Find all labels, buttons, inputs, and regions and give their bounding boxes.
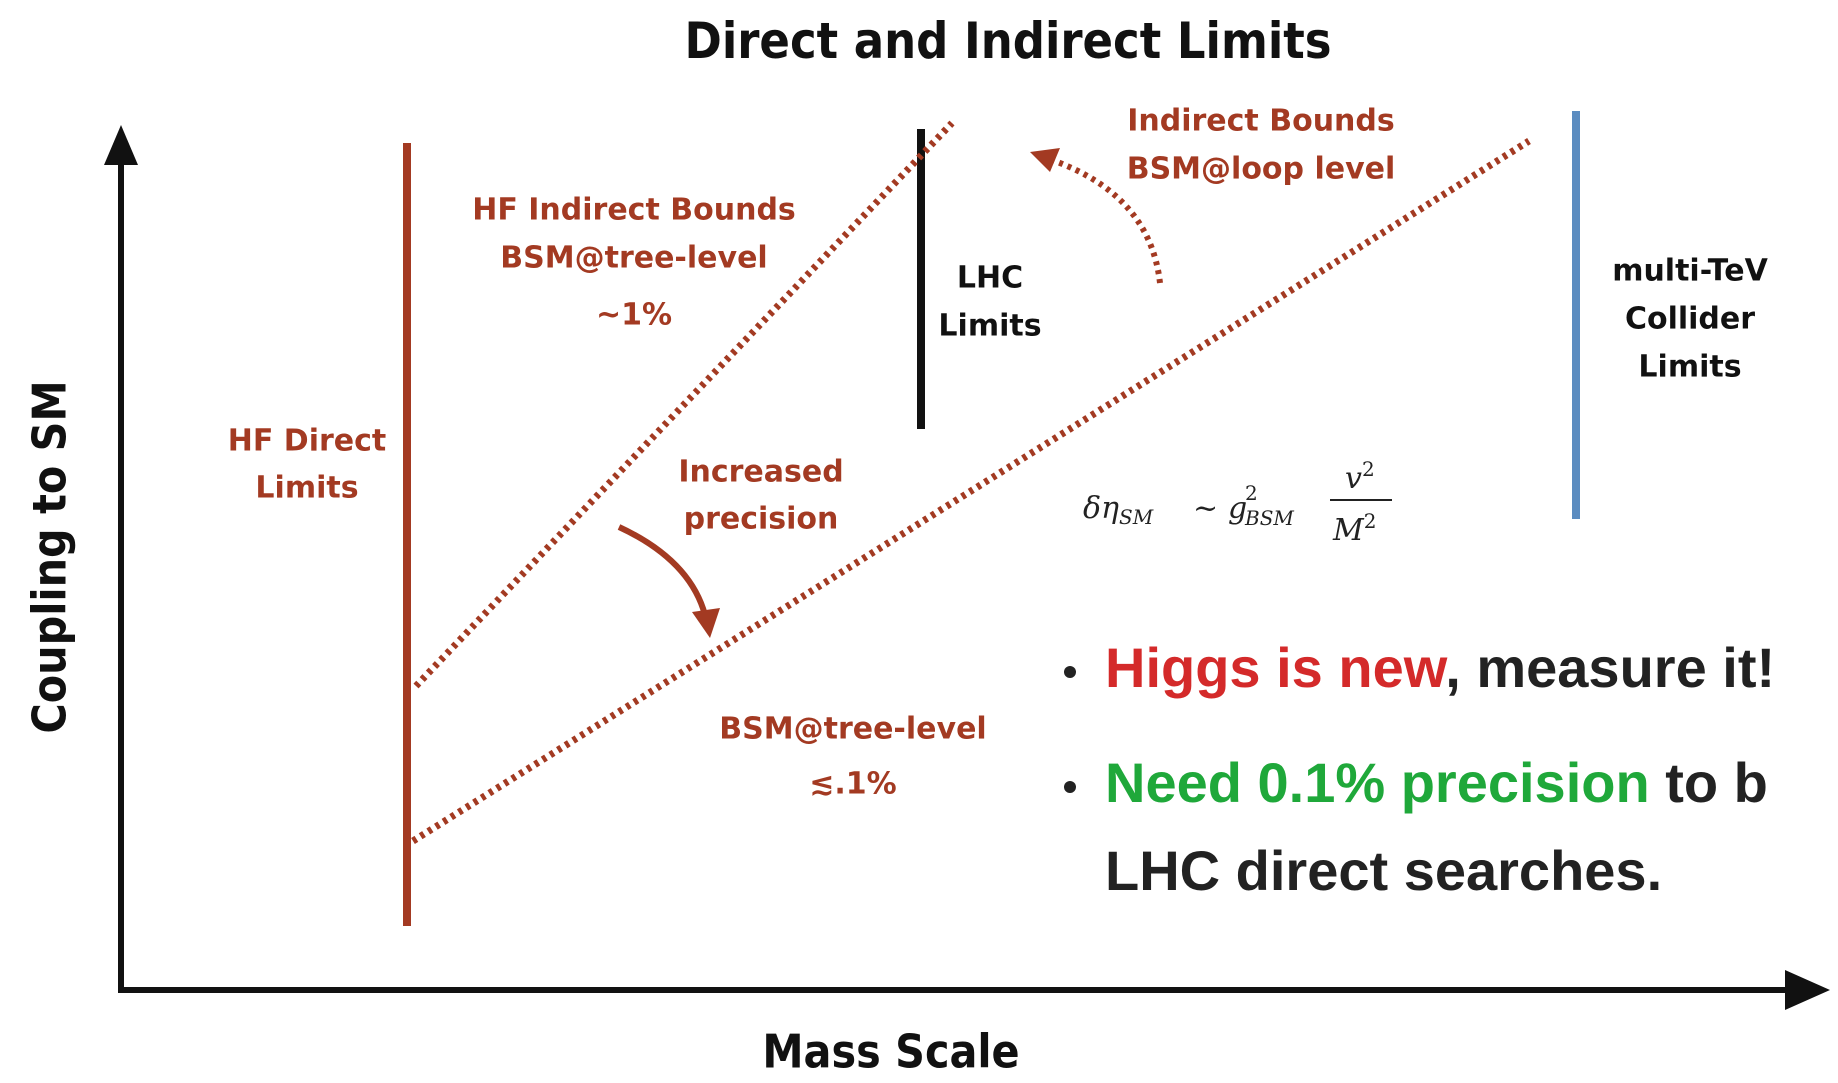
tree-bound-line-low bbox=[411, 138, 1531, 844]
label: ≲.1% bbox=[809, 767, 896, 802]
label: BSM@tree-level bbox=[500, 241, 767, 276]
bullet-dot bbox=[1064, 666, 1076, 678]
bullet-line2: LHC direct searches. bbox=[1105, 839, 1662, 902]
bullet: Need 0.1% precision to b bbox=[1105, 751, 1768, 814]
formula-lhs: δηSM bbox=[1083, 491, 1154, 529]
formula: δηSM ~ g 2 BSM v2 M2 bbox=[1083, 457, 1392, 548]
y-axis-label: Coupling to SM bbox=[23, 380, 77, 733]
bullet: Higgs is new, measure it! bbox=[1105, 636, 1775, 699]
precision-arrow bbox=[617, 524, 708, 616]
label: Limits bbox=[255, 471, 358, 506]
formula-num: v2 bbox=[1345, 457, 1375, 496]
formula-g-sup: 2 bbox=[1245, 481, 1258, 505]
label: BSM@loop level bbox=[1127, 152, 1396, 187]
label: HF Direct bbox=[228, 424, 387, 459]
y-arrow bbox=[104, 125, 138, 165]
label: Collider bbox=[1625, 302, 1755, 337]
x-arrow bbox=[1785, 970, 1830, 1010]
label: Indirect Bounds bbox=[1127, 104, 1395, 139]
formula-g: g bbox=[1228, 491, 1247, 526]
tree-bound-line bbox=[413, 120, 955, 689]
label: Increased bbox=[678, 455, 843, 490]
formula-g-sub: BSM bbox=[1244, 506, 1294, 530]
label: Limits bbox=[1638, 350, 1741, 385]
label: ~1% bbox=[596, 298, 672, 333]
loop-arrow bbox=[1050, 157, 1163, 284]
precision-arrow-head bbox=[692, 608, 720, 638]
bullet-dot bbox=[1064, 781, 1076, 793]
label: Limits bbox=[938, 309, 1041, 344]
x-axis-label: Mass Scale bbox=[762, 1025, 1019, 1079]
formula-rel: ~ bbox=[1193, 491, 1218, 526]
label: multi-TeV bbox=[1612, 254, 1768, 289]
title: Direct and Indirect Limits bbox=[684, 12, 1331, 70]
formula-den: M2 bbox=[1332, 509, 1376, 548]
label: BSM@tree-level bbox=[719, 712, 986, 747]
label: precision bbox=[684, 502, 839, 537]
label: HF Indirect Bounds bbox=[472, 193, 796, 228]
loop-arrow-head bbox=[1030, 148, 1060, 172]
label: LHC bbox=[957, 261, 1023, 296]
